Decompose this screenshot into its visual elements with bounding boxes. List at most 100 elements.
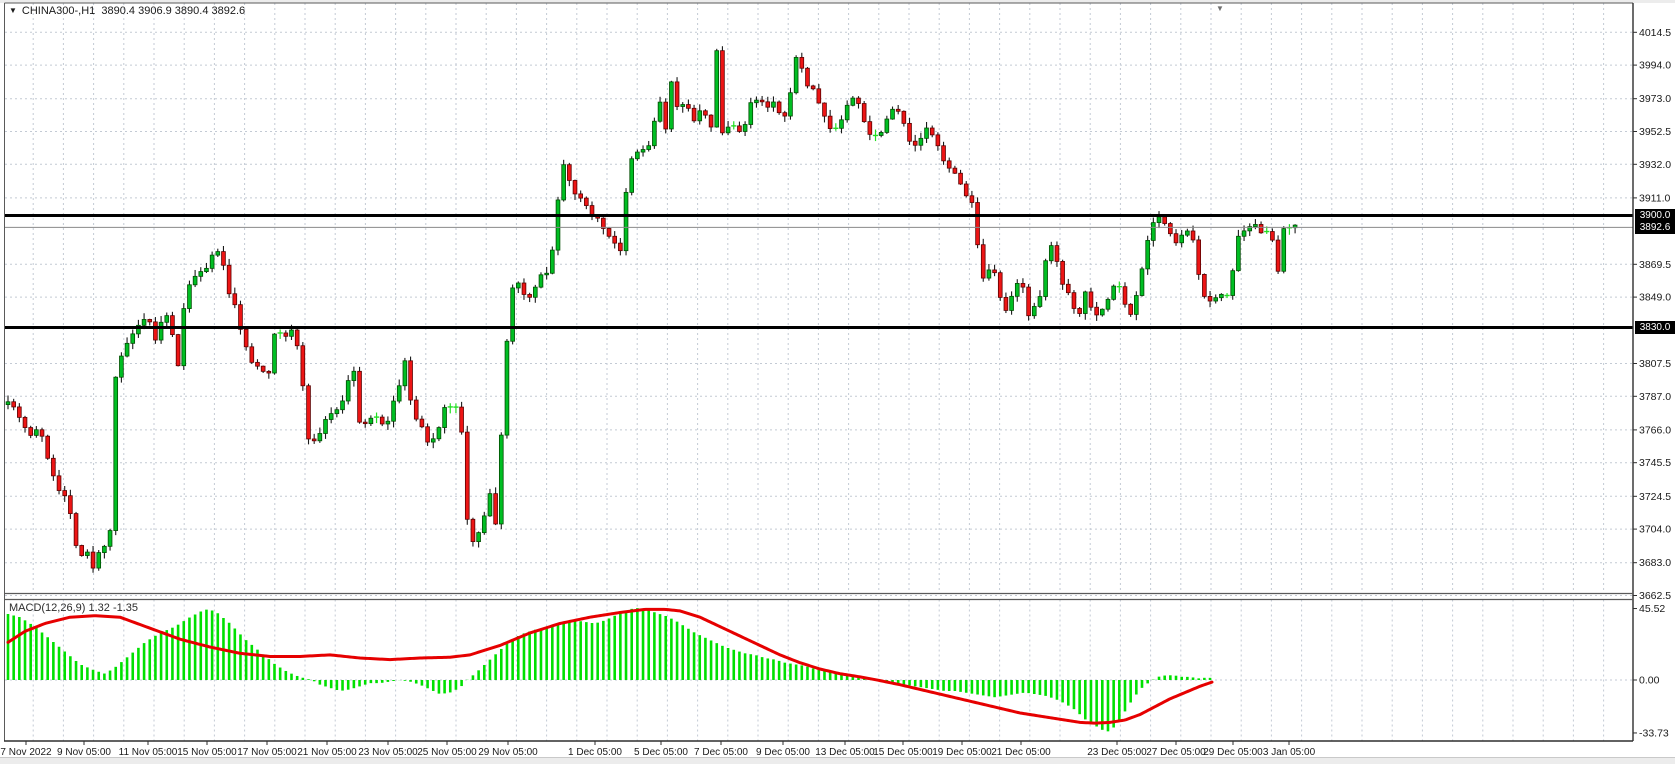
candle-up [141, 319, 147, 326]
candle-down [45, 435, 50, 459]
price-axis-tick[interactable]: 3704.0 [1639, 524, 1671, 536]
price-axis-tick[interactable]: 3766.0 [1639, 424, 1671, 436]
x-axis-label[interactable]: 29 Nov 05:00 [478, 747, 538, 758]
price-axis-tick[interactable]: 3973.0 [1639, 93, 1671, 105]
price-axis-tick[interactable]: 4014.5 [1639, 27, 1671, 39]
symbol-dropdown-icon[interactable]: ▼ [9, 6, 17, 15]
candle-down [311, 438, 317, 442]
candle-down [521, 282, 527, 295]
candle-down [243, 328, 249, 348]
x-axis-label[interactable]: 19 Dec 05:00 [932, 747, 992, 758]
candle-down [782, 112, 788, 117]
price-axis-tick[interactable]: 3869.5 [1639, 259, 1671, 271]
candle-down [941, 145, 946, 162]
macd-axis-tick[interactable]: 0.00 [1639, 675, 1660, 687]
candle-down [708, 114, 714, 128]
price-axis-tick[interactable]: 3724.5 [1639, 491, 1671, 503]
candle-down [357, 370, 362, 423]
candle-up [85, 551, 90, 556]
candle-up [1241, 230, 1247, 237]
candle-down [601, 217, 606, 229]
x-axis-label[interactable]: 3 Jan 05:00 [1263, 747, 1316, 758]
candle-up [640, 149, 646, 153]
price-tag-resistance: 3900.0 [1635, 209, 1675, 222]
candle-up [1083, 291, 1088, 314]
price-axis-tick[interactable]: 3994.0 [1639, 60, 1671, 72]
price-axis-tick[interactable]: 3911.0 [1639, 192, 1670, 204]
candle-down [408, 360, 413, 401]
candle-down [816, 88, 822, 104]
x-axis-label[interactable]: 7 Nov 2022 [0, 747, 52, 758]
candle-up [890, 108, 895, 120]
candle-down [68, 495, 73, 514]
x-axis-label[interactable]: 9 Nov 05:00 [57, 747, 111, 758]
candle-down [470, 518, 476, 542]
candle-down [861, 103, 867, 123]
x-axis-label[interactable]: 21 Nov 05:00 [297, 747, 357, 758]
candle-up [742, 124, 748, 132]
candle-down [720, 50, 725, 134]
candle-down [22, 416, 28, 428]
price-axis-tick[interactable]: 3952.5 [1639, 126, 1671, 138]
chart-shift-marker-icon[interactable]: ▼ [1216, 4, 1224, 13]
candle-down [703, 110, 708, 116]
x-axis-label[interactable]: 11 Nov 05:00 [119, 747, 178, 758]
macd-axis-tick[interactable]: -33.73 [1639, 727, 1669, 739]
candle-down [980, 244, 986, 279]
macd-main-value: 1.32 [88, 602, 110, 614]
price-axis-tick[interactable]: 3932.0 [1639, 159, 1671, 171]
x-axis-label[interactable]: 21 Dec 05:00 [991, 747, 1051, 758]
x-axis-label[interactable]: 17 Nov 05:00 [237, 747, 297, 758]
price-axis-tick[interactable]: 3662.5 [1639, 590, 1671, 602]
candle-down [73, 513, 79, 546]
macd-axis-tick[interactable]: 45.52 [1639, 603, 1665, 615]
x-axis-label[interactable]: 15 Dec 05:00 [873, 747, 933, 758]
x-axis-label[interactable]: 7 Dec 05:00 [694, 747, 748, 758]
candle-down [663, 101, 669, 130]
x-axis-label[interactable]: 5 Dec 05:00 [634, 747, 688, 758]
candle-down [1270, 231, 1275, 241]
candle-up [544, 272, 549, 276]
x-axis-label[interactable]: 9 Dec 05:00 [756, 747, 810, 758]
candle-up [158, 321, 164, 341]
candle-up [328, 413, 334, 420]
x-axis-label[interactable]: 1 Dec 05:00 [568, 747, 622, 758]
candle-down [584, 197, 589, 206]
candle-down [493, 493, 498, 525]
x-axis-label[interactable]: 29 Dec 05:00 [1203, 747, 1263, 758]
candle-up [533, 286, 538, 298]
candle-down [737, 125, 742, 132]
candle-up [714, 50, 720, 128]
candle-up [136, 324, 141, 335]
price-axis-tick[interactable]: 3787.0 [1639, 391, 1671, 403]
price-axis-tick[interactable]: 3745.5 [1639, 457, 1671, 469]
x-axis-label[interactable]: 25 Nov 05:00 [417, 747, 477, 758]
candle-down [1003, 297, 1009, 311]
candle-down [1128, 303, 1133, 315]
candle-up [198, 271, 204, 277]
candle-down [759, 99, 765, 103]
candle-up [1179, 234, 1184, 244]
candle-up [657, 101, 663, 122]
candle-up [1247, 226, 1253, 232]
price-axis-tick[interactable]: 3849.0 [1639, 292, 1671, 304]
price-axis-tick[interactable]: 3807.5 [1639, 358, 1671, 370]
candle-down [895, 108, 901, 112]
candle-up [516, 282, 521, 289]
candle-up [725, 126, 731, 134]
x-axis-label[interactable]: 13 Dec 05:00 [815, 747, 875, 758]
candle-up [1014, 283, 1020, 297]
x-axis-label[interactable]: 27 Dec 05:00 [1146, 747, 1206, 758]
x-axis-label[interactable]: 23 Dec 05:00 [1087, 747, 1147, 758]
x-axis-label[interactable]: 15 Nov 05:00 [177, 747, 237, 758]
price-axis-tick[interactable]: 3683.0 [1639, 557, 1671, 569]
candle-down [997, 272, 1003, 298]
macd-indicator-label: MACD(12,26,9) 1.32 -1.35 [9, 602, 138, 614]
candle-down [238, 304, 243, 330]
x-axis-label[interactable]: 23 Nov 05:00 [358, 747, 418, 758]
candle-up [1043, 260, 1048, 297]
candle-up [289, 329, 294, 337]
candle-up [1105, 298, 1111, 310]
candle-down [294, 329, 300, 347]
